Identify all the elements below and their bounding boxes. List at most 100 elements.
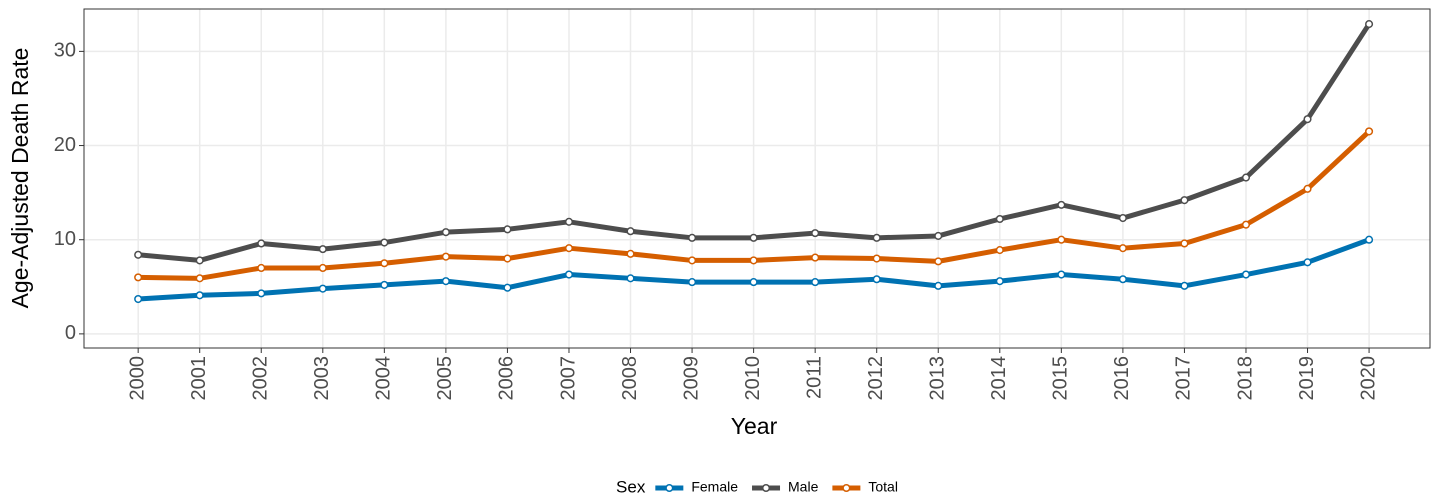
x-tick-label: 2009 [680, 356, 702, 401]
point [1365, 20, 1374, 29]
x-tick-label: 2001 [188, 356, 210, 401]
point [1180, 281, 1189, 290]
y-tick-label: 10 [54, 228, 76, 250]
x-tick-label: 2016 [1111, 356, 1133, 401]
point [1057, 235, 1066, 244]
point [1365, 235, 1374, 244]
point [318, 263, 327, 273]
x-tick-label: 2017 [1173, 356, 1195, 401]
point [1303, 115, 1312, 124]
x-tick-label: 2010 [742, 356, 764, 401]
point [134, 273, 143, 282]
point [872, 254, 881, 263]
x-tick-label: 2020 [1357, 356, 1379, 401]
point [811, 253, 820, 262]
point [749, 256, 758, 265]
point [749, 278, 758, 287]
point [1241, 220, 1251, 229]
point [318, 284, 327, 293]
point [441, 277, 450, 286]
point [811, 278, 820, 287]
point [995, 277, 1004, 286]
x-tick-label: 2004 [373, 356, 395, 401]
point [1365, 127, 1374, 136]
point [1303, 258, 1312, 267]
x-tick-label: 2013 [927, 356, 949, 401]
legend-key-point [761, 483, 771, 493]
point [872, 233, 881, 242]
point [257, 263, 266, 273]
x-tick-label: 2019 [1296, 356, 1318, 401]
point [688, 278, 697, 287]
x-tick-label: 2006 [496, 356, 518, 401]
point [134, 250, 143, 259]
point [1118, 244, 1127, 253]
point [626, 274, 635, 283]
x-tick-label: 2000 [126, 356, 148, 401]
point [1057, 270, 1066, 279]
point [503, 283, 512, 292]
x-tick-label: 2012 [865, 356, 887, 401]
legend-label: Male [788, 479, 819, 495]
point [1180, 239, 1189, 248]
point [134, 294, 143, 304]
point [257, 239, 266, 248]
point [1241, 270, 1251, 279]
legend-key-point [665, 483, 674, 493]
x-tick-label: 2007 [557, 356, 579, 401]
legend-label: Female [691, 479, 738, 495]
point [626, 227, 635, 236]
y-tick-label: 20 [54, 134, 76, 156]
legend-title: Sex [616, 477, 646, 496]
point [380, 238, 389, 247]
point [688, 233, 697, 242]
point [1118, 275, 1127, 284]
y-axis-title: Age-Adjusted Death Rate [7, 48, 33, 309]
point [380, 280, 389, 289]
point [503, 225, 512, 234]
point [1180, 196, 1189, 205]
point [441, 252, 450, 261]
point [380, 259, 389, 268]
point [1057, 200, 1066, 209]
point [934, 281, 943, 290]
point [564, 217, 574, 226]
point [688, 256, 697, 265]
point [749, 233, 758, 242]
x-tick-label: 2003 [311, 356, 333, 401]
y-tick-label: 0 [65, 322, 76, 344]
point [195, 274, 204, 283]
point [1303, 184, 1312, 193]
point [195, 256, 204, 265]
point [811, 229, 820, 238]
point [318, 245, 327, 254]
point [995, 246, 1004, 255]
point [872, 275, 881, 284]
point [503, 254, 512, 263]
point [934, 257, 943, 266]
point [995, 214, 1004, 224]
point [257, 289, 266, 298]
x-tick-label: 2008 [619, 356, 641, 401]
panel-border [83, 8, 1431, 349]
legend-label: Total [868, 479, 898, 495]
point [1118, 214, 1127, 223]
x-tick-label: 2014 [988, 356, 1010, 401]
y-tick-label: 30 [54, 40, 76, 62]
x-tick-label: 2015 [1050, 356, 1072, 401]
x-axis-title: Year [731, 413, 778, 439]
point [195, 291, 204, 300]
point [564, 244, 574, 253]
legend-key-point [842, 483, 851, 493]
x-tick-label: 2005 [434, 356, 456, 401]
legend: Sex Female Male Total [616, 477, 898, 496]
x-tick-label: 2018 [1234, 356, 1256, 401]
point [441, 228, 450, 237]
x-tick-label: 2011 [803, 356, 825, 399]
point [1241, 173, 1251, 182]
point [934, 231, 943, 240]
x-tick-label: 2002 [250, 356, 272, 401]
point [564, 270, 574, 279]
point [626, 249, 635, 258]
